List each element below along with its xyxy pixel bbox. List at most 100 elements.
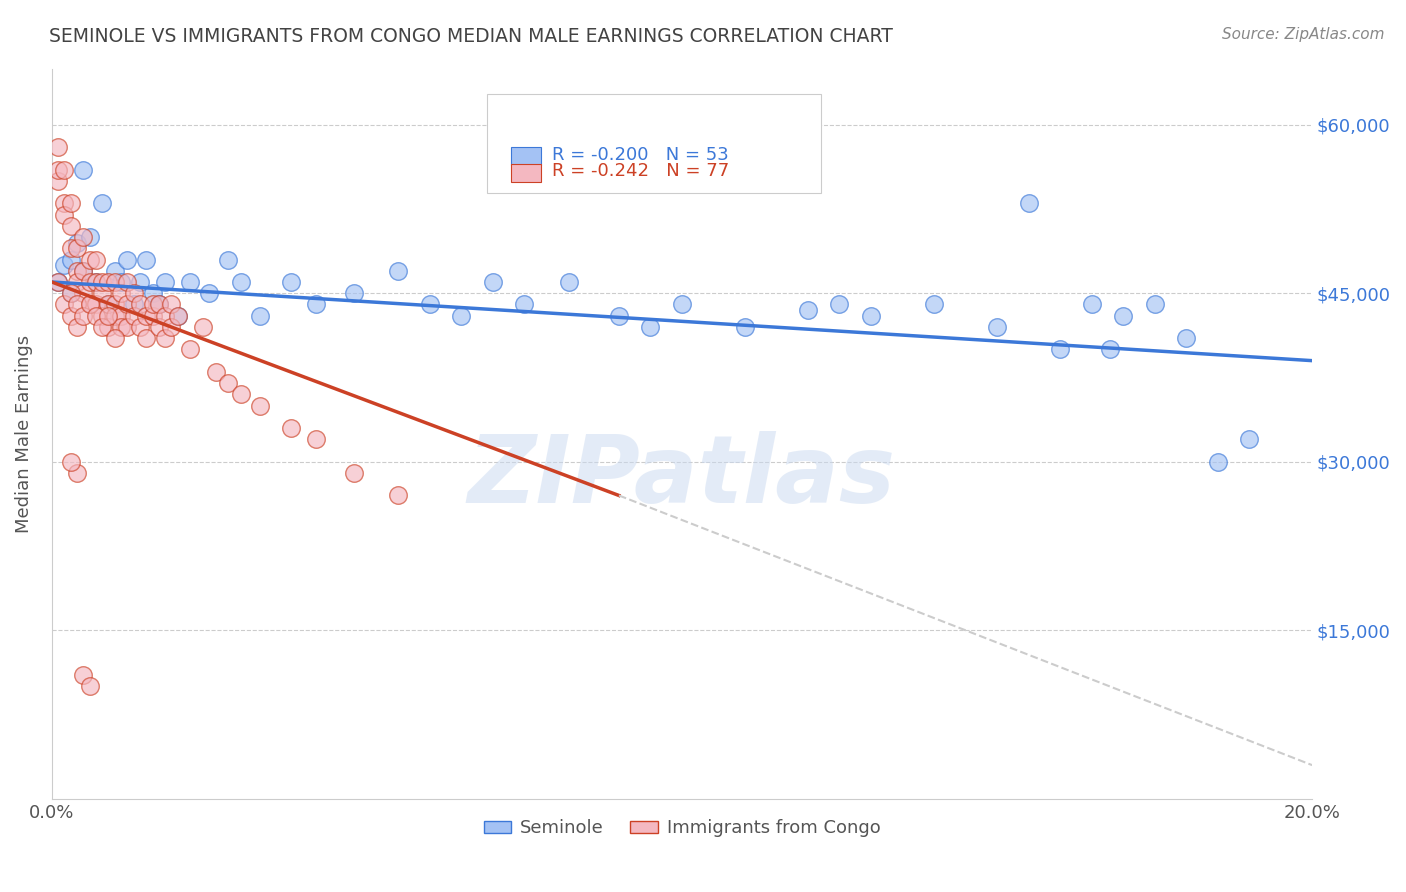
Point	[53, 162, 76, 177]
Point	[1049, 343, 1071, 357]
Point	[53, 208, 76, 222]
Point	[66, 466, 89, 480]
Point	[191, 320, 214, 334]
Point	[53, 297, 76, 311]
Point	[72, 286, 94, 301]
Point	[72, 264, 94, 278]
Point	[66, 264, 89, 278]
Point	[305, 297, 328, 311]
Point	[46, 174, 69, 188]
Text: R = -0.242   N = 77: R = -0.242 N = 77	[553, 162, 730, 180]
Point	[79, 297, 101, 311]
Point	[387, 488, 409, 502]
Point	[72, 264, 94, 278]
Point	[129, 320, 152, 334]
Point	[1237, 432, 1260, 446]
Point	[148, 297, 170, 311]
Point	[104, 309, 127, 323]
Point	[91, 309, 114, 323]
Point	[148, 297, 170, 311]
Point	[46, 162, 69, 177]
Point	[249, 399, 271, 413]
FancyBboxPatch shape	[510, 164, 541, 182]
Point	[640, 320, 662, 334]
Point	[79, 230, 101, 244]
Point	[59, 241, 82, 255]
Point	[59, 196, 82, 211]
Point	[72, 668, 94, 682]
Point	[79, 275, 101, 289]
Point	[122, 286, 145, 301]
Point	[142, 297, 165, 311]
Point	[607, 309, 630, 323]
Point	[142, 309, 165, 323]
Point	[734, 320, 756, 334]
Point	[79, 297, 101, 311]
Point	[91, 286, 114, 301]
Point	[986, 320, 1008, 334]
Point	[59, 252, 82, 267]
Point	[66, 241, 89, 255]
Point	[53, 196, 76, 211]
Point	[66, 275, 89, 289]
Point	[72, 230, 94, 244]
Point	[343, 286, 366, 301]
Point	[84, 275, 107, 289]
Point	[153, 309, 176, 323]
Point	[859, 309, 882, 323]
Point	[166, 309, 188, 323]
Point	[97, 320, 120, 334]
Point	[557, 275, 579, 289]
Point	[117, 297, 139, 311]
Point	[84, 252, 107, 267]
Point	[1018, 196, 1040, 211]
Point	[97, 297, 120, 311]
Point	[84, 309, 107, 323]
Point	[671, 297, 693, 311]
Point	[142, 286, 165, 301]
Point	[53, 258, 76, 272]
Text: ZIPatlas: ZIPatlas	[468, 432, 896, 524]
Point	[59, 286, 82, 301]
Point	[1112, 309, 1135, 323]
Point	[46, 275, 69, 289]
Point	[179, 343, 201, 357]
Point	[117, 275, 139, 289]
Point	[229, 387, 252, 401]
Point	[66, 320, 89, 334]
Point	[104, 331, 127, 345]
Point	[129, 297, 152, 311]
Point	[104, 275, 127, 289]
Point	[160, 320, 183, 334]
Point	[280, 275, 302, 289]
Point	[91, 275, 114, 289]
Point	[104, 297, 127, 311]
Point	[104, 264, 127, 278]
Point	[387, 264, 409, 278]
Point	[828, 297, 851, 311]
Point	[482, 275, 505, 289]
Point	[217, 376, 239, 391]
Point	[135, 309, 157, 323]
FancyBboxPatch shape	[510, 147, 541, 165]
Point	[79, 680, 101, 694]
Point	[135, 331, 157, 345]
Point	[135, 252, 157, 267]
Text: SEMINOLE VS IMMIGRANTS FROM CONGO MEDIAN MALE EARNINGS CORRELATION CHART: SEMINOLE VS IMMIGRANTS FROM CONGO MEDIAN…	[49, 27, 893, 45]
Point	[110, 275, 132, 289]
Point	[72, 309, 94, 323]
Point	[84, 297, 107, 311]
Point	[59, 286, 82, 301]
FancyBboxPatch shape	[486, 94, 821, 193]
Point	[84, 275, 107, 289]
Point	[249, 309, 271, 323]
Point	[46, 275, 69, 289]
Point	[110, 309, 132, 323]
Text: Source: ZipAtlas.com: Source: ZipAtlas.com	[1222, 27, 1385, 42]
Point	[166, 309, 188, 323]
Point	[229, 275, 252, 289]
Point	[1099, 343, 1122, 357]
Text: R = -0.200   N = 53: R = -0.200 N = 53	[553, 145, 728, 164]
Point	[91, 196, 114, 211]
Point	[1143, 297, 1166, 311]
